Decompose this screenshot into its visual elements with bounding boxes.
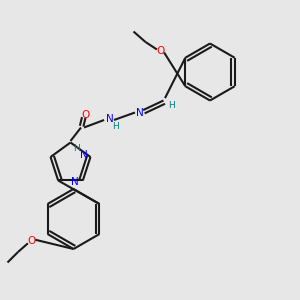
Text: O: O: [81, 110, 90, 121]
Text: H: H: [73, 144, 80, 153]
Text: N: N: [70, 177, 78, 187]
Text: N: N: [106, 113, 113, 124]
Text: H: H: [112, 122, 119, 131]
Text: H: H: [168, 101, 174, 110]
Text: O: O: [27, 236, 36, 247]
Text: N: N: [80, 150, 88, 160]
Text: O: O: [156, 46, 165, 56]
Text: N: N: [136, 107, 143, 118]
